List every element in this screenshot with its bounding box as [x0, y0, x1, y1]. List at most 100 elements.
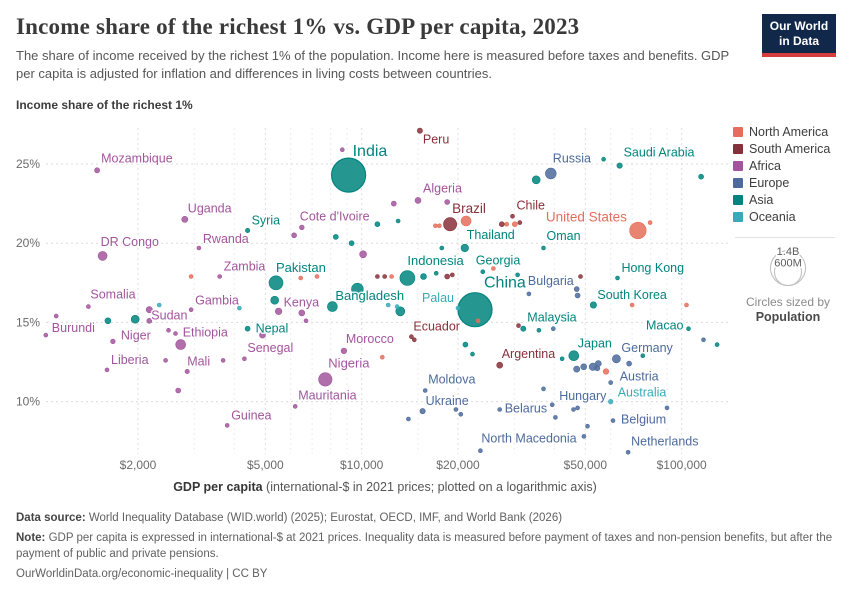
- data-point-georgia[interactable]: [480, 269, 486, 274]
- data-point[interactable]: [146, 317, 153, 324]
- data-point[interactable]: [406, 416, 411, 422]
- country-label[interactable]: Netherlands: [630, 433, 700, 450]
- data-point-brazil[interactable]: [443, 217, 457, 232]
- data-point[interactable]: [580, 363, 588, 371]
- data-point-chile[interactable]: [510, 213, 515, 219]
- data-point[interactable]: [433, 270, 439, 276]
- data-point-bangladesh[interactable]: [351, 282, 364, 296]
- data-point[interactable]: [339, 147, 345, 152]
- data-point-netherlands[interactable]: [625, 449, 631, 455]
- data-point-thailand[interactable]: [460, 243, 469, 253]
- data-point-cote-d-ivoire[interactable]: [299, 224, 305, 231]
- country-label[interactable]: India: [351, 142, 389, 162]
- data-point[interactable]: [104, 317, 112, 325]
- data-point[interactable]: [382, 274, 388, 279]
- scatter-plot[interactable]: $2,000 $5,000 $10,000 $20,000 $50,000 $100,00…: [0, 114, 850, 476]
- country-label[interactable]: Oman: [545, 227, 582, 244]
- country-label[interactable]: Bulgaria: [526, 272, 575, 289]
- data-point[interactable]: [629, 302, 635, 308]
- country-label[interactable]: Thailand: [465, 226, 516, 243]
- data-point[interactable]: [395, 218, 401, 224]
- country-label[interactable]: Palau: [421, 290, 456, 307]
- data-point[interactable]: [156, 302, 162, 308]
- data-point-bulgaria[interactable]: [526, 291, 532, 297]
- country-label[interactable]: Cote d'Ivoire: [298, 208, 371, 225]
- country-label[interactable]: Austria: [618, 368, 660, 385]
- data-point[interactable]: [640, 353, 646, 358]
- legend-item-oceania[interactable]: Oceania: [733, 209, 848, 226]
- data-point[interactable]: [449, 272, 455, 278]
- data-point[interactable]: [389, 274, 394, 279]
- data-point[interactable]: [298, 275, 304, 281]
- data-point[interactable]: [601, 156, 606, 162]
- data-point[interactable]: [462, 341, 469, 348]
- data-point[interactable]: [585, 423, 590, 429]
- data-point-niger[interactable]: [110, 338, 116, 344]
- country-label[interactable]: DR Congo: [99, 233, 160, 250]
- data-point-china[interactable]: [457, 292, 493, 328]
- country-label[interactable]: Mozambique: [100, 150, 175, 167]
- data-point[interactable]: [332, 234, 339, 240]
- data-point[interactable]: [594, 365, 601, 372]
- country-label[interactable]: Zambia: [222, 258, 267, 275]
- country-label[interactable]: Rwanda: [201, 230, 250, 247]
- data-point[interactable]: [559, 356, 565, 362]
- data-point-mauritania[interactable]: [292, 404, 298, 409]
- data-point[interactable]: [541, 386, 546, 392]
- data-point-nepal[interactable]: [244, 325, 251, 332]
- data-point[interactable]: [517, 220, 523, 225]
- data-point-hong-kong[interactable]: [615, 275, 620, 281]
- data-point-burundi[interactable]: [43, 332, 49, 338]
- data-point-rwanda[interactable]: [196, 245, 202, 251]
- country-label[interactable]: Niger: [119, 327, 152, 344]
- data-point-dr-congo[interactable]: [97, 251, 108, 261]
- country-label[interactable]: Japan: [576, 335, 613, 352]
- data-point[interactable]: [411, 337, 417, 343]
- data-point[interactable]: [516, 323, 521, 328]
- data-point[interactable]: [53, 313, 59, 319]
- data-point[interactable]: [439, 245, 445, 251]
- legend-item-north-america[interactable]: North America: [733, 124, 848, 141]
- country-label[interactable]: Morocco: [344, 330, 395, 347]
- country-label[interactable]: Brazil: [451, 200, 488, 218]
- data-point[interactable]: [511, 221, 518, 227]
- data-point-peru[interactable]: [416, 127, 423, 134]
- data-point[interactable]: [664, 405, 670, 411]
- data-point-zambia[interactable]: [217, 274, 222, 279]
- data-point[interactable]: [574, 292, 581, 299]
- data-point-moldova[interactable]: [422, 388, 428, 393]
- data-point[interactable]: [578, 274, 583, 279]
- data-point[interactable]: [565, 312, 570, 317]
- data-point-belgium[interactable]: [610, 418, 616, 423]
- data-point[interactable]: [163, 358, 168, 363]
- country-label[interactable]: Ukraine: [424, 393, 470, 410]
- data-point-germany[interactable]: [612, 354, 621, 364]
- data-point[interactable]: [647, 220, 653, 225]
- data-point-oman[interactable]: [541, 245, 546, 251]
- data-point[interactable]: [573, 286, 580, 292]
- country-label[interactable]: Pakistan: [275, 258, 328, 276]
- country-label[interactable]: China: [483, 273, 528, 293]
- country-label[interactable]: Indonesia: [406, 251, 466, 269]
- country-label[interactable]: Georgia: [474, 252, 522, 269]
- country-label[interactable]: Uganda: [186, 200, 233, 217]
- data-point[interactable]: [303, 318, 309, 324]
- data-point[interactable]: [220, 358, 226, 363]
- data-point[interactable]: [175, 387, 181, 394]
- data-point-saudi-arabia[interactable]: [616, 162, 623, 169]
- data-point[interactable]: [298, 309, 306, 317]
- data-point-indonesia[interactable]: [399, 270, 416, 286]
- data-point-gambia[interactable]: [188, 307, 194, 312]
- data-point[interactable]: [515, 272, 520, 278]
- data-point[interactable]: [390, 200, 397, 207]
- country-label[interactable]: Gambia: [194, 292, 241, 309]
- data-point[interactable]: [444, 273, 451, 280]
- data-point-south-korea[interactable]: [589, 301, 597, 309]
- data-point[interactable]: [581, 434, 587, 439]
- data-point[interactable]: [327, 301, 338, 312]
- country-label[interactable]: South Korea: [596, 286, 669, 303]
- data-point[interactable]: [470, 351, 475, 357]
- data-point-somalia[interactable]: [86, 304, 91, 309]
- data-point-ethiopia[interactable]: [175, 339, 186, 350]
- data-point[interactable]: [166, 327, 171, 333]
